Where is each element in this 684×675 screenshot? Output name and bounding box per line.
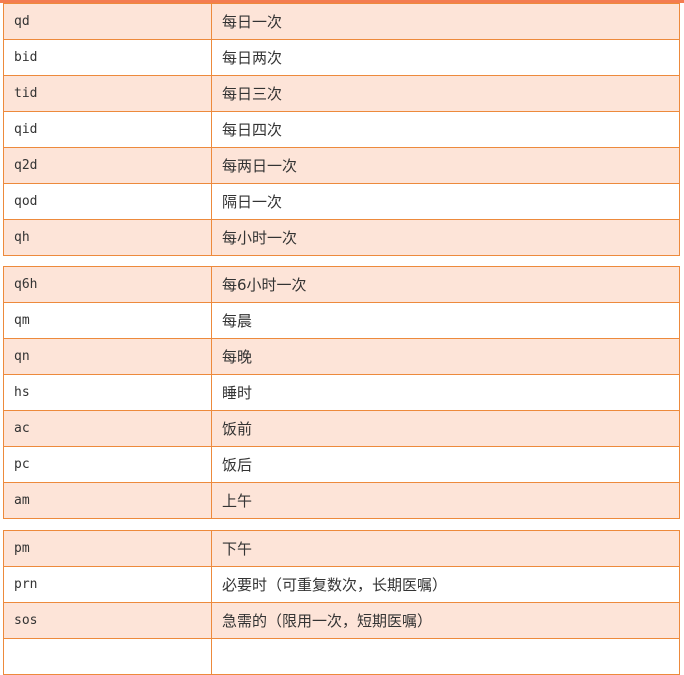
abbreviation-cell: bid	[3, 39, 212, 76]
abbreviation-cell: qid	[3, 111, 212, 148]
meaning-cell: 每日三次	[211, 75, 680, 112]
meaning-cell: 每两日一次	[211, 147, 680, 184]
abbreviation-cell: qn	[3, 338, 212, 375]
abbreviation-table: q6h 每6小时一次 qm 每晨 qn 每晚 hs 睡时 ac 饭前 pc 饭后 am 上午	[3, 266, 680, 519]
meaning-cell: 饭后	[211, 446, 680, 483]
abbreviation-cell: sos	[3, 602, 212, 639]
meaning-cell: 睡时	[211, 374, 680, 411]
top-accent-bar	[0, 0, 684, 3]
table-row: ac 饭前	[3, 410, 680, 447]
table-row: prn 必要时（可重复数次，长期医嘱）	[3, 566, 680, 603]
meaning-cell: 每日两次	[211, 39, 680, 76]
meaning-cell: 下午	[211, 530, 680, 567]
abbreviation-cell: pc	[3, 446, 212, 483]
table-row: bid 每日两次	[3, 39, 680, 76]
meaning-cell: 隔日一次	[211, 183, 680, 220]
table-row: qd 每日一次	[3, 3, 680, 40]
table-row: hs 睡时	[3, 374, 680, 411]
table-row: pm 下午	[3, 530, 680, 567]
table-row: qod 隔日一次	[3, 183, 680, 220]
abbreviation-cell: qh	[3, 219, 212, 256]
table-row: q2d 每两日一次	[3, 147, 680, 184]
meaning-cell: 必要时（可重复数次，长期医嘱）	[211, 566, 680, 603]
abbreviation-cell: pm	[3, 530, 212, 567]
abbreviation-cell: q2d	[3, 147, 212, 184]
meaning-cell: 上午	[211, 482, 680, 519]
table-row: qh 每小时一次	[3, 219, 680, 256]
meaning-cell	[211, 638, 680, 675]
abbreviation-cell: prn	[3, 566, 212, 603]
table-row: q6h 每6小时一次	[3, 266, 680, 303]
meaning-cell: 每晚	[211, 338, 680, 375]
abbreviation-cell: tid	[3, 75, 212, 112]
abbreviation-table: qd 每日一次 bid 每日两次 tid 每日三次 qid 每日四次 q2d 每两日一次 qod 隔日…	[3, 3, 680, 256]
table-row: qm 每晨	[3, 302, 680, 339]
abbreviation-cell: qod	[3, 183, 212, 220]
table-row: tid 每日三次	[3, 75, 680, 112]
meaning-cell: 每6小时一次	[211, 266, 680, 303]
abbreviation-cell	[3, 638, 212, 675]
table-row: sos 急需的（限用一次，短期医嘱）	[3, 602, 680, 639]
abbreviation-cell: q6h	[3, 266, 212, 303]
table-row: am 上午	[3, 482, 680, 519]
meaning-cell: 每日一次	[211, 3, 680, 40]
abbreviation-cell: qd	[3, 3, 212, 40]
table-row	[3, 638, 680, 675]
meaning-cell: 每晨	[211, 302, 680, 339]
meaning-cell: 饭前	[211, 410, 680, 447]
meaning-cell: 每日四次	[211, 111, 680, 148]
abbreviation-cell: hs	[3, 374, 212, 411]
abbreviation-cell: qm	[3, 302, 212, 339]
abbreviation-cell: am	[3, 482, 212, 519]
table-row: qn 每晚	[3, 338, 680, 375]
meaning-cell: 急需的（限用一次，短期医嘱）	[211, 602, 680, 639]
table-row: pc 饭后	[3, 446, 680, 483]
meaning-cell: 每小时一次	[211, 219, 680, 256]
table-row: qid 每日四次	[3, 111, 680, 148]
abbreviation-cell: ac	[3, 410, 212, 447]
abbreviation-table: pm 下午 prn 必要时（可重复数次，长期医嘱） sos 急需的（限用一次，短期医嘱）	[3, 530, 680, 675]
